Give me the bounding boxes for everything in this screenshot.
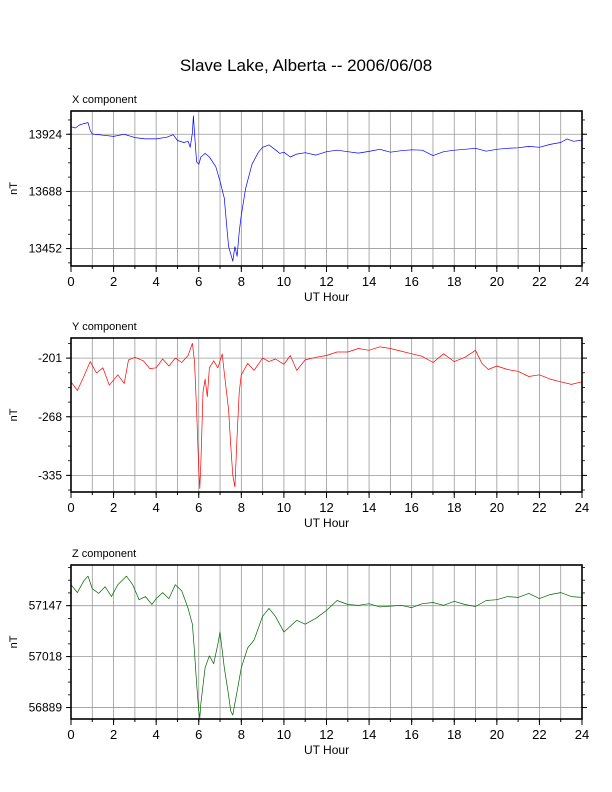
x-tick-label: 20 [490, 727, 504, 742]
series-line-y [70, 342, 583, 489]
x-tick-label: 0 [67, 727, 74, 742]
plot-frame [70, 337, 583, 493]
x-tick-label: 8 [238, 500, 245, 515]
x-tick-label: 2 [110, 727, 117, 742]
y-axis-label: nT [8, 182, 20, 195]
x-tick-label: 18 [447, 727, 461, 742]
x-tick-label: 16 [404, 500, 418, 515]
x-tick-label: 2 [110, 500, 117, 515]
panel-title-x: X component [72, 94, 137, 106]
x-tick-label: 8 [238, 274, 245, 289]
x-tick-label: 20 [490, 274, 504, 289]
x-tick-label: 18 [447, 274, 461, 289]
y-tick-label: 13452 [29, 242, 63, 256]
x-tick-label: 6 [195, 727, 202, 742]
y-tick-label: 13688 [29, 184, 63, 198]
x-tick-label: 0 [67, 274, 74, 289]
y-axis-label: nT [8, 408, 20, 421]
x-tick-label: 12 [319, 500, 333, 515]
y-tick-label: 57147 [29, 599, 63, 613]
x-tick-label: 12 [319, 727, 333, 742]
x-tick-label: 24 [575, 274, 589, 289]
panel-title-y: Y component [72, 321, 137, 333]
y-tick-label: -268 [38, 410, 62, 424]
y-axis-label: nT [8, 635, 20, 648]
panel-title-z: Z component [72, 548, 136, 560]
x-tick-label: 12 [319, 274, 333, 289]
x-tick-label: 0 [67, 500, 74, 515]
series-line-x [70, 115, 583, 262]
x-tick-label: 14 [362, 500, 376, 515]
x-tick-label: 4 [153, 500, 160, 515]
x-tick-label: 8 [238, 727, 245, 742]
y-tick-label: -335 [38, 468, 62, 482]
x-tick-label: 4 [153, 274, 160, 289]
plot-frame [70, 110, 583, 267]
x-tick-label: 16 [404, 727, 418, 742]
x-tick-label: 2 [110, 274, 117, 289]
x-axis-label: UT Hour [304, 290, 349, 304]
x-tick-label: 4 [153, 727, 160, 742]
x-tick-label: 16 [404, 274, 418, 289]
x-tick-label: 22 [532, 274, 546, 289]
x-tick-label: 14 [362, 727, 376, 742]
page-title: Slave Lake, Alberta -- 2006/06/08 [179, 56, 433, 75]
x-tick-label: 20 [490, 500, 504, 515]
x-axis-label: UT Hour [304, 516, 349, 530]
x-tick-label: 24 [575, 727, 589, 742]
x-tick-label: 14 [362, 274, 376, 289]
x-tick-label: 18 [447, 500, 461, 515]
y-tick-label: -201 [38, 351, 62, 365]
x-tick-label: 6 [195, 500, 202, 515]
x-tick-label: 22 [532, 727, 546, 742]
y-tick-label: 57018 [29, 650, 63, 664]
x-axis-label: UT Hour [304, 743, 349, 757]
x-tick-label: 10 [277, 727, 291, 742]
x-tick-label: 10 [277, 500, 291, 515]
x-tick-label: 22 [532, 500, 546, 515]
x-tick-label: 10 [277, 274, 291, 289]
plot-frame [70, 564, 583, 720]
y-tick-label: 13924 [29, 127, 63, 141]
x-tick-label: 24 [575, 500, 589, 515]
series-line-z [70, 575, 583, 719]
y-tick-label: 56889 [29, 701, 63, 715]
x-tick-label: 6 [195, 274, 202, 289]
